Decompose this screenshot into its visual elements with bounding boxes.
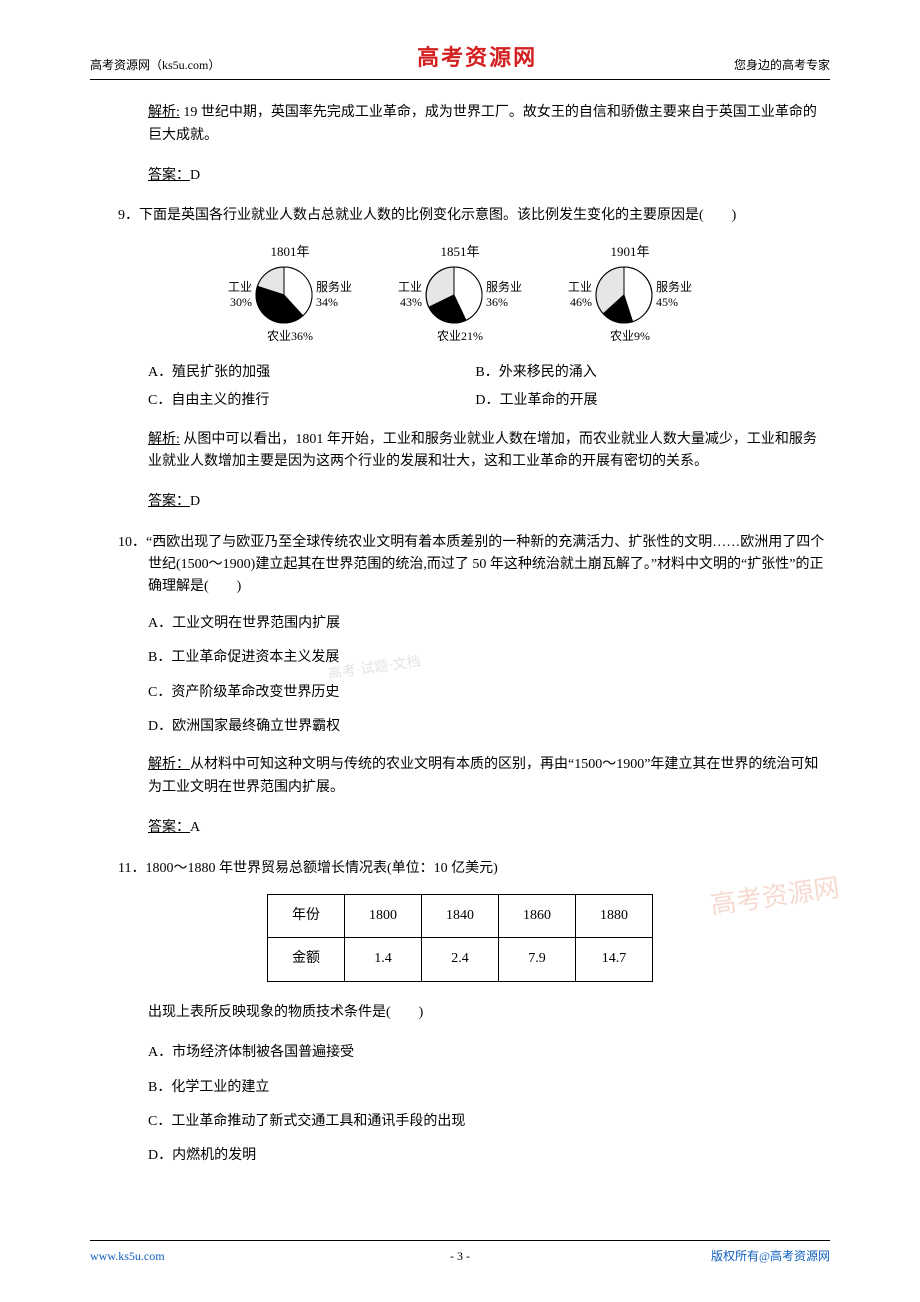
q11-opt-c: C．工业革命推动了新式交通工具和通讯手段的出现 — [148, 1111, 830, 1133]
header-left: 高考资源网（ks5u.com） — [90, 56, 220, 75]
question-11: 11．1800～1880 年世界贸易总额增长情况表(单位：10 亿美元) 高考资… — [118, 858, 830, 880]
pie-year: 1801年 — [228, 242, 352, 263]
q9-opt-a: A．殖民扩张的加强 — [148, 362, 475, 384]
header-right: 您身边的高考专家 — [734, 56, 830, 75]
page-header: 高考资源网（ks5u.com） 高考资源网 您身边的高考专家 — [90, 40, 830, 80]
q11-opt-b: B．化学工业的建立 — [148, 1077, 830, 1099]
pie-svg-1901 — [594, 265, 654, 325]
pie-agri-label: 农业21% — [398, 327, 522, 346]
answer-text: D — [190, 168, 200, 183]
analysis-text: 19 世纪中期，英国率先完成工业革命，成为世界工厂。故女王的自信和骄傲主要来自于… — [148, 105, 817, 142]
pie-svg-1801 — [254, 265, 314, 325]
q10-opt-b: B．工业革命促进资本主义发展 — [148, 647, 830, 669]
q9-options-row2: C．自由主义的推行 D．工业革命的开展 — [148, 390, 830, 412]
pie-agri-label: 农业36% — [228, 327, 352, 346]
page-container: 高考资源网（ks5u.com） 高考资源网 您身边的高考专家 解析: 19 世纪… — [0, 0, 920, 1302]
q9-opt-b: B．外来移民的涌入 — [475, 362, 802, 384]
pie-year: 1851年 — [398, 242, 522, 263]
pie-agri-label: 农业9% — [568, 327, 692, 346]
header-center-logo: 高考资源网 — [417, 40, 537, 75]
pie-charts-row: 1801年 工业 30% 服务业 34% 农业36% — [90, 242, 830, 346]
trade-table: 年份 1800 1840 1860 1880 金额 1.4 2.4 7.9 14… — [267, 894, 653, 982]
question-9-stem: 9．下面是英国各行业就业人数占总就业人数的比例变化示意图。该比例发生变化的主要原… — [148, 205, 830, 227]
q11-opt-a: A．市场经济体制被各国普遍接受 — [148, 1042, 830, 1064]
question-11-stem: 11．1800～1880 年世界贸易总额增长情况表(单位：10 亿美元) — [148, 858, 830, 880]
q11-title: 1800～1880 年世界贸易总额增长情况表(单位：10 亿美元) — [145, 861, 497, 876]
q8-answer: 答案：D — [148, 165, 830, 187]
table-cell: 2.4 — [422, 938, 499, 981]
table-cell: 1880 — [576, 894, 653, 937]
q10-options: A．工业文明在世界范围内扩展 B．工业革命促进资本主义发展 C．资产阶级革命改变… — [148, 613, 830, 739]
question-9: 9．下面是英国各行业就业人数占总就业人数的比例变化示意图。该比例发生变化的主要原… — [118, 205, 830, 227]
q9-answer: 答案：D — [148, 491, 830, 513]
footer-left: www.ks5u.com — [90, 1247, 165, 1266]
table-cell: 1840 — [422, 894, 499, 937]
answer-text: D — [190, 494, 200, 509]
analysis-text: 从材料中可知这种文明与传统的农业文明有本质的区别，再由“1500～1900”年建… — [148, 757, 818, 794]
q10-analysis: 解析：从材料中可知这种文明与传统的农业文明有本质的区别，再由“1500～1900… — [148, 754, 830, 799]
pie-1851: 1851年 工业 43% 服务业 36% 农业21% — [398, 242, 522, 346]
q9-number: 9． — [118, 208, 139, 223]
table-row: 年份 1800 1840 1860 1880 — [268, 894, 653, 937]
analysis-label: 解析: — [148, 432, 180, 447]
table-cell: 1860 — [499, 894, 576, 937]
answer-label: 答案： — [148, 820, 190, 835]
q9-text: 下面是英国各行业就业人数占总就业人数的比例变化示意图。该比例发生变化的主要原因是… — [139, 208, 736, 223]
q9-analysis: 解析: 从图中可以看出，1801 年开始，工业和服务业就业人数在增加，而农业就业… — [148, 429, 830, 474]
answer-label: 答案： — [148, 168, 190, 183]
q9-opt-c: C．自由主义的推行 — [148, 390, 475, 412]
q10-opt-d: D．欧洲国家最终确立世界霸权 — [148, 716, 830, 738]
q11-number: 11． — [118, 861, 145, 876]
table-cell: 1.4 — [345, 938, 422, 981]
table-cell: 7.9 — [499, 938, 576, 981]
answer-text: A — [190, 820, 200, 835]
analysis-label: 解析: — [148, 105, 180, 120]
q8-analysis: 解析: 19 世纪中期，英国率先完成工业革命，成为世界工厂。故女王的自信和骄傲主… — [148, 102, 830, 147]
table-cell: 14.7 — [576, 938, 653, 981]
question-10: 10．“西欧出现了与欧亚乃至全球传统农业文明有着本质差别的一种新的充满活力、扩张… — [118, 532, 830, 599]
analysis-label: 解析： — [148, 757, 190, 772]
question-10-stem: 10．“西欧出现了与欧亚乃至全球传统农业文明有着本质差别的一种新的充满活力、扩张… — [148, 532, 830, 599]
q10-opt-a: A．工业文明在世界范围内扩展 — [148, 613, 830, 635]
pie-year: 1901年 — [568, 242, 692, 263]
pie-ind-label: 工业 43% — [398, 280, 422, 309]
pie-ind-label: 工业 30% — [228, 280, 252, 309]
q10-text: “西欧出现了与欧亚乃至全球传统农业文明有着本质差别的一种新的充满活力、扩张性的文… — [146, 535, 824, 595]
pie-svg-1851 — [424, 265, 484, 325]
q9-options-row1: A．殖民扩张的加强 B．外来移民的涌入 — [148, 362, 830, 384]
table-cell: 金额 — [268, 938, 345, 981]
q10-number: 10． — [118, 535, 146, 550]
footer-page-number: - 3 - — [450, 1247, 470, 1266]
page-footer: www.ks5u.com - 3 - 版权所有@高考资源网 — [90, 1240, 830, 1266]
answer-label: 答案： — [148, 494, 190, 509]
q9-opt-d: D．工业革命的开展 — [475, 390, 802, 412]
q10-answer: 答案：A — [148, 817, 830, 839]
pie-serv-label: 服务业 45% — [656, 280, 692, 309]
pie-ind-label: 工业 46% — [568, 280, 592, 309]
pie-1901: 1901年 工业 46% 服务业 45% 农业9% — [568, 242, 692, 346]
footer-right: 版权所有@高考资源网 — [711, 1247, 830, 1266]
q10-opt-c: C．资产阶级革命改变世界历史 — [148, 682, 830, 704]
analysis-text: 从图中可以看出，1801 年开始，工业和服务业就业人数在增加，而农业就业人数大量… — [148, 432, 817, 469]
table-cell: 年份 — [268, 894, 345, 937]
q11-options: A．市场经济体制被各国普遍接受 B．化学工业的建立 C．工业革命推动了新式交通工… — [148, 1042, 830, 1168]
table-cell: 1800 — [345, 894, 422, 937]
pie-serv-label: 服务业 36% — [486, 280, 522, 309]
q11-after-table: 出现上表所反映现象的物质技术条件是( ) — [148, 1002, 830, 1024]
pie-1801: 1801年 工业 30% 服务业 34% 农业36% — [228, 242, 352, 346]
pie-serv-label: 服务业 34% — [316, 280, 352, 309]
q11-opt-d: D．内燃机的发明 — [148, 1145, 830, 1167]
table-row: 金额 1.4 2.4 7.9 14.7 — [268, 938, 653, 981]
